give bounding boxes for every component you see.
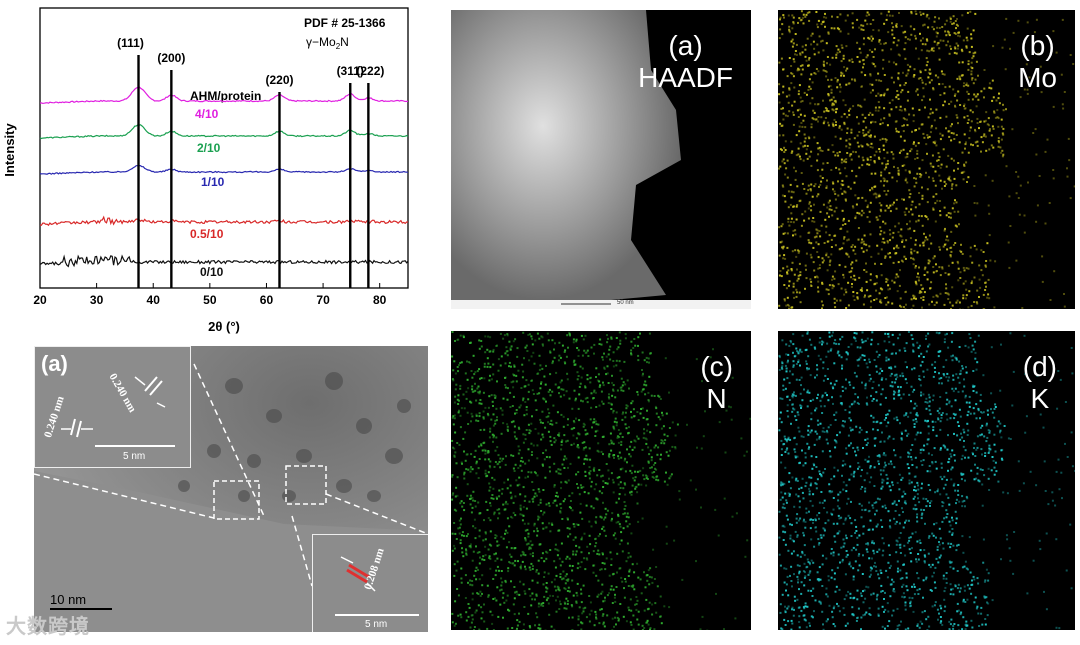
map-k-label: (d) K <box>1023 351 1057 415</box>
xrd-series-label: 4/10 <box>195 107 219 121</box>
xrd-svg: Intensity 2θ (°) PDF # 25-1366 γ−Mo2N AH… <box>2 7 409 334</box>
xrd-phase: γ−Mo2N <box>306 35 349 51</box>
xrd-tick-label: 40 <box>147 293 161 307</box>
tem-image: (a) 0.240 nm 0.240 nm 5 nm 0.208 nm 5 nm… <box>34 346 428 632</box>
tem-inset-scale-2: 5 nm <box>365 619 388 630</box>
map-n-label: (c) N <box>700 351 733 415</box>
xrd-peak-lines: (111) (200) (220) (311)(222) <box>117 36 384 288</box>
xrd-peak-label: (311) <box>337 64 364 78</box>
xrd-ylabel: Intensity <box>2 123 17 177</box>
xrd-tick-label: 30 <box>90 293 104 307</box>
xrd-x-ticks: 20 30 40 50 60 70 80 <box>33 283 387 307</box>
xrd-series-label: 0/10 <box>200 265 224 279</box>
xrd-series-line <box>39 164 409 175</box>
xrd-tick-label: 70 <box>316 293 330 307</box>
watermark: 大数跨境 <box>6 616 90 638</box>
map-n-panel: (c) <box>700 351 733 382</box>
xrd-tick-label: 60 <box>260 293 274 307</box>
map-mo-element: Mo <box>1018 62 1057 93</box>
map-k: (d) K <box>778 331 1075 630</box>
xrd-peak-label: (111) <box>117 36 144 50</box>
xrd-chart: Intensity 2θ (°) PDF # 25-1366 γ−Mo2N AH… <box>0 0 420 340</box>
xrd-series-label: 0.5/10 <box>190 227 224 241</box>
xrd-series-label: 2/10 <box>197 141 221 155</box>
map-haadf: (a) HAADF 50 nm <box>451 10 751 309</box>
xrd-peak-label: (200) <box>157 51 185 65</box>
xrd-legend-title: AHM/protein <box>190 89 261 103</box>
xrd-plot-frame <box>39 7 409 289</box>
tem-inset-bottom-right: 0.208 nm 5 nm <box>312 534 428 632</box>
map-haadf-panel: (a) <box>668 30 703 61</box>
map-k-panel: (d) <box>1022 351 1057 382</box>
map-haadf-scale: 50 nm <box>617 300 634 306</box>
xrd-xlabel: 2θ (°) <box>208 319 240 334</box>
map-haadf-element: HAADF <box>638 62 733 93</box>
xrd-tick-label: 20 <box>33 293 47 307</box>
map-mo-label: (b) Mo <box>1018 30 1057 94</box>
xrd-pdf-card: PDF # 25-1366 <box>304 16 386 30</box>
map-n-element: N <box>706 383 727 414</box>
tem-scale-label: 10 nm <box>50 592 87 607</box>
xrd-peak-label: (222) <box>356 64 384 78</box>
map-mo-panel: (b) <box>1020 30 1055 61</box>
map-mo: (b) Mo <box>778 10 1075 309</box>
tem-inset-top-left: (a) 0.240 nm 0.240 nm 5 nm <box>34 346 191 468</box>
xrd-series-line <box>39 215 409 227</box>
xrd-series-line <box>39 254 409 268</box>
tem-panel-label: (a) <box>41 351 68 376</box>
xrd-tick-label: 80 <box>373 293 387 307</box>
xrd-peak-label: (220) <box>265 73 293 87</box>
map-n: (c) N <box>451 331 751 630</box>
xrd-tick-label: 50 <box>203 293 217 307</box>
map-k-element: K <box>1030 383 1050 414</box>
tem-inset-scale: 5 nm <box>123 451 146 462</box>
xrd-series-line <box>39 124 409 140</box>
xrd-series-line <box>39 86 409 105</box>
xrd-series-label: 1/10 <box>201 175 225 189</box>
xrd-series-group: 4/10 2/10 1/10 0.5/10 0/10 <box>39 86 409 279</box>
map-haadf-label: (a) HAADF <box>638 30 733 94</box>
